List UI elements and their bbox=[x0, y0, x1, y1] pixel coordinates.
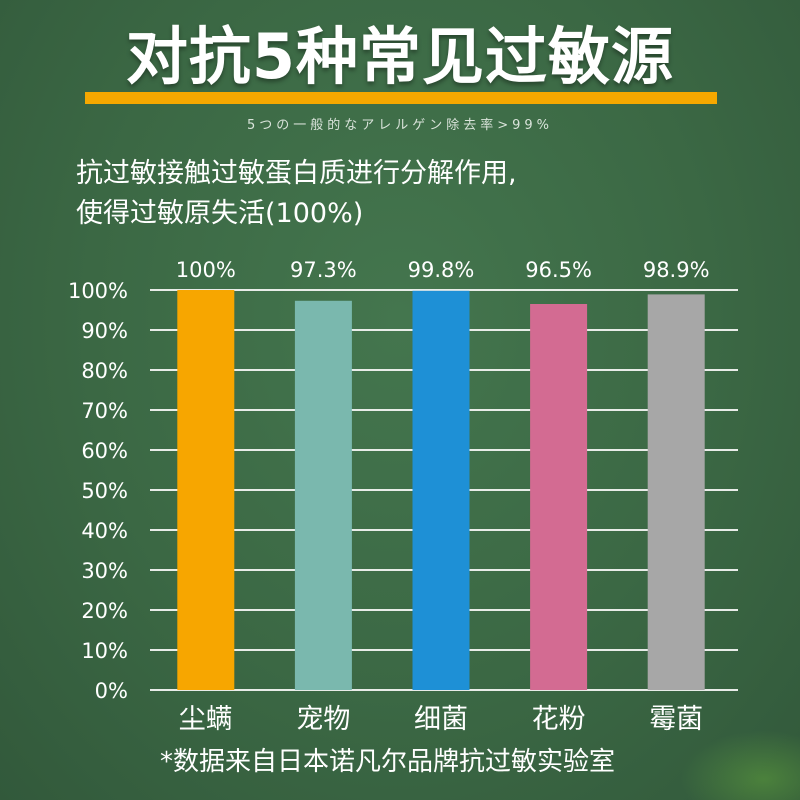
category-label: 霉菌 bbox=[649, 704, 703, 735]
category-label: 花粉 bbox=[532, 704, 586, 735]
value-labels: 100% 97.3% 99.8% 96.5% 98.9% bbox=[176, 258, 710, 282]
y-tick-label: 100% bbox=[68, 279, 128, 303]
y-tick-label: 20% bbox=[81, 599, 128, 623]
y-tick-label: 60% bbox=[81, 439, 128, 463]
corner-glow bbox=[680, 730, 800, 800]
footnote: *数据来自日本诺凡尔品牌抗过敏实验室 bbox=[160, 747, 616, 777]
y-tick-label: 70% bbox=[81, 399, 128, 423]
title-block: 对抗5种常见过敏源 bbox=[0, 14, 800, 104]
value-label: 100% bbox=[176, 258, 236, 282]
bar bbox=[177, 290, 235, 690]
bars bbox=[177, 290, 705, 690]
y-tick-label: 40% bbox=[81, 519, 128, 543]
value-label: 96.5% bbox=[525, 258, 592, 282]
y-tick-label: 50% bbox=[81, 479, 128, 503]
y-tick-label: 90% bbox=[81, 319, 128, 343]
value-label: 97.3% bbox=[290, 258, 357, 282]
page-title: 对抗5种常见过敏源 bbox=[125, 20, 675, 93]
y-tick-label: 80% bbox=[81, 359, 128, 383]
bar bbox=[530, 304, 588, 690]
bar bbox=[294, 300, 352, 690]
title-underline bbox=[85, 92, 717, 104]
bar bbox=[647, 294, 705, 690]
category-labels: 尘螨 宠物 细菌 花粉 霉菌 bbox=[179, 704, 703, 735]
y-axis-tick-labels: 0% 10% 20% 30% 40% 50% 60% 70% 80% 90% 100% bbox=[68, 279, 128, 703]
category-label: 尘螨 bbox=[179, 704, 233, 735]
category-label: 宠物 bbox=[296, 704, 350, 735]
description-line-1: 抗过敏接触过敏蛋白质进行分解作用, bbox=[76, 158, 517, 189]
value-label: 98.9% bbox=[643, 258, 710, 282]
subtitle: 5つの一般的なアレルゲン除去率>99% bbox=[246, 118, 554, 133]
y-tick-label: 0% bbox=[95, 679, 128, 703]
description: 抗过敏接触过敏蛋白质进行分解作用, 使得过敏原失活(100%) bbox=[76, 154, 756, 234]
description-line-2: 使得过敏原失活(100%) bbox=[76, 198, 364, 229]
value-label: 99.8% bbox=[408, 258, 475, 282]
bar bbox=[412, 290, 470, 690]
y-tick-label: 10% bbox=[81, 639, 128, 663]
category-label: 细菌 bbox=[414, 704, 468, 735]
y-tick-label: 30% bbox=[81, 559, 128, 583]
